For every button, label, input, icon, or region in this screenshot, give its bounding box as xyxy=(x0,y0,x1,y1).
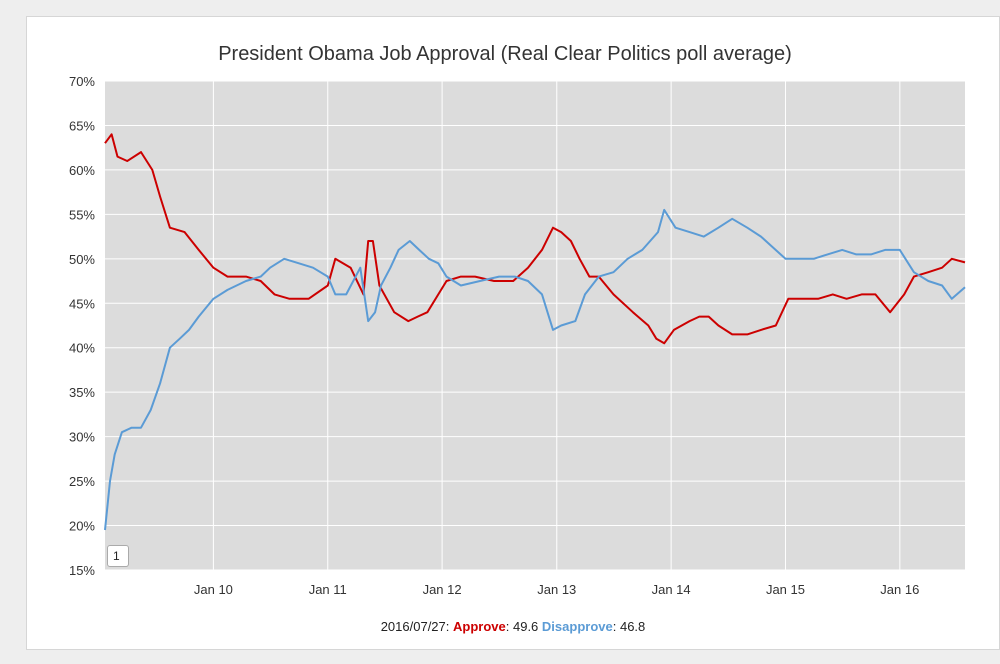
y-tick-label: 30% xyxy=(69,430,95,445)
y-tick-label: 45% xyxy=(69,296,95,311)
series-line-approve xyxy=(104,133,966,345)
x-tick-label: Jan 13 xyxy=(537,582,576,597)
y-tick-label: 40% xyxy=(69,341,95,356)
gridlines xyxy=(105,80,965,571)
chart-card: President Obama Job Approval (Real Clear… xyxy=(26,16,1000,650)
y-tick-label: 65% xyxy=(69,118,95,133)
series-lines xyxy=(104,133,966,531)
x-axis: Jan 10 Jan 11 Jan 12 Jan 13 Jan 14 Jan 15 Jan … xyxy=(194,582,919,597)
y-tick-label: 15% xyxy=(69,563,95,578)
series-line-disapprove xyxy=(104,208,966,531)
chart-caption: 2016/07/27: Approve: 49.6 Disapprove: 46… xyxy=(380,619,646,634)
y-axis: 15% 20% 25% 30% 35% 40% 45% 50% 55% 60% 65% 70% xyxy=(69,74,95,578)
range-selector-handle[interactable]: 1 xyxy=(107,545,129,567)
caption-date: 2016/07/27 xyxy=(380,619,446,634)
y-tick-label: 70% xyxy=(69,74,95,89)
y-tick-label: 35% xyxy=(69,385,95,400)
x-tick-label: Jan 14 xyxy=(652,582,691,597)
chart-svg: President Obama Job Approval (Real Clear… xyxy=(69,43,966,597)
approve-label: Approve xyxy=(453,619,506,634)
approve-value: 49.6 xyxy=(512,619,539,634)
x-tick-label: Jan 11 xyxy=(309,582,347,597)
y-tick-label: 50% xyxy=(69,252,95,267)
y-tick-label: 20% xyxy=(69,519,95,534)
y-tick-label: 25% xyxy=(69,474,95,489)
chart-title: President Obama Job Approval (Real Clear… xyxy=(218,43,792,65)
x-tick-label: Jan 12 xyxy=(423,582,462,597)
disapprove-value: 46.8 xyxy=(619,619,646,634)
y-tick-label: 55% xyxy=(69,207,95,222)
x-tick-label: Jan 16 xyxy=(880,582,919,597)
disapprove-label: Disapprove xyxy=(541,619,613,634)
x-tick-label: Jan 10 xyxy=(194,582,233,597)
y-tick-label: 60% xyxy=(69,163,95,178)
plot-area xyxy=(105,81,965,570)
x-tick-label: Jan 15 xyxy=(766,582,805,597)
